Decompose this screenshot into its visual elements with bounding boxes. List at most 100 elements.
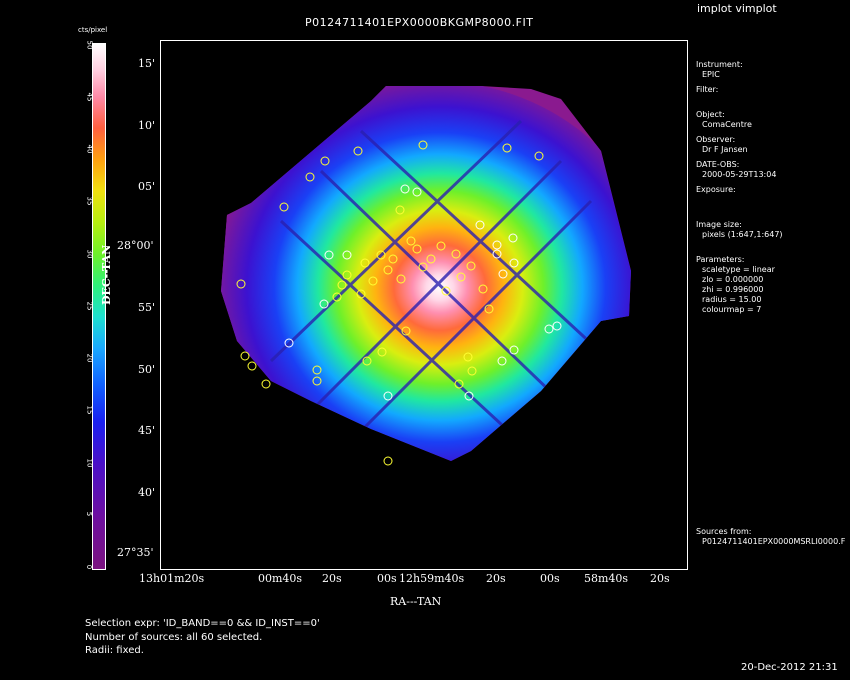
source-circle[interactable] — [368, 276, 378, 286]
filter-label: Filter: — [696, 85, 719, 94]
source-circle[interactable] — [362, 356, 372, 366]
source-circle[interactable] — [475, 220, 485, 230]
source-circle[interactable] — [383, 456, 393, 466]
y-tick: 50' — [138, 363, 156, 376]
sources-value: P0124711401EPX0000MSRLI0000.F — [702, 537, 846, 546]
sources-label: Sources from: — [696, 527, 752, 536]
y-tick: 15' — [138, 57, 156, 70]
source-circle[interactable] — [508, 233, 518, 243]
source-circle[interactable] — [418, 262, 428, 272]
source-circle[interactable] — [312, 365, 322, 375]
source-circle[interactable] — [383, 265, 393, 275]
source-circle[interactable] — [332, 292, 342, 302]
plot-frame[interactable] — [160, 40, 688, 570]
param-scaletype: scaletype = linear — [702, 265, 775, 274]
source-circle[interactable] — [497, 356, 507, 366]
source-circle[interactable] — [552, 321, 562, 331]
instrument-value: EPIC — [702, 70, 720, 79]
instrument-label: Instrument: — [696, 60, 743, 69]
source-circle[interactable] — [305, 172, 315, 182]
source-circle[interactable] — [456, 272, 466, 282]
x-tick: 20s — [322, 572, 342, 585]
source-circle[interactable] — [376, 250, 386, 260]
source-circle[interactable] — [544, 324, 554, 334]
source-circle[interactable] — [388, 254, 398, 264]
source-circle[interactable] — [451, 249, 461, 259]
source-circle[interactable] — [534, 151, 544, 161]
source-circle[interactable] — [236, 279, 246, 289]
y-tick: 10' — [138, 119, 156, 132]
source-circle[interactable] — [279, 202, 289, 212]
colorbar-tick: 30 — [85, 249, 94, 259]
colorbar-tick: 5 — [85, 511, 94, 517]
imagesize-label: Image size: — [696, 220, 742, 229]
source-circle[interactable] — [467, 366, 477, 376]
source-circle[interactable] — [412, 244, 422, 254]
source-circle[interactable] — [284, 338, 294, 348]
source-circle[interactable] — [396, 274, 406, 284]
source-circle[interactable] — [509, 345, 519, 355]
x-tick: 20s — [650, 572, 670, 585]
y-tick: 40' — [138, 486, 156, 499]
source-circle[interactable] — [401, 326, 411, 336]
x-tick: 00s — [540, 572, 560, 585]
x-tick: 12h59m40s — [399, 572, 465, 585]
source-circle[interactable] — [406, 236, 416, 246]
source-circle[interactable] — [342, 250, 352, 260]
source-circle[interactable] — [312, 376, 322, 386]
source-circle[interactable] — [498, 269, 508, 279]
source-circle[interactable] — [492, 240, 502, 250]
source-circle[interactable] — [247, 361, 257, 371]
colorbar-tick: 40 — [85, 144, 94, 154]
source-circle[interactable] — [412, 187, 422, 197]
source-circle[interactable] — [319, 299, 329, 309]
source-circle[interactable] — [463, 352, 473, 362]
object-label: Object: — [696, 110, 725, 119]
source-circle[interactable] — [383, 391, 393, 401]
source-circle[interactable] — [377, 347, 387, 357]
observer-value: Dr F Jansen — [702, 145, 748, 154]
x-tick: 13h01m20s — [139, 572, 205, 585]
plot-title: P0124711401EPX0000BKGMP8000.FIT — [305, 16, 534, 29]
radii-text: Radii: fixed. — [85, 645, 144, 656]
y-axis-label: DEC--TAN — [100, 244, 113, 305]
source-circle[interactable] — [484, 304, 494, 314]
source-circle[interactable] — [418, 140, 428, 150]
x-tick: 20s — [486, 572, 506, 585]
source-circle[interactable] — [400, 184, 410, 194]
source-circle[interactable] — [353, 146, 363, 156]
source-circle[interactable] — [466, 261, 476, 271]
source-circle[interactable] — [478, 284, 488, 294]
source-circle[interactable] — [320, 156, 330, 166]
colorbar — [92, 43, 106, 570]
source-circle[interactable] — [261, 379, 271, 389]
source-circle[interactable] — [356, 289, 366, 299]
source-circle[interactable] — [502, 143, 512, 153]
source-circle[interactable] — [436, 241, 446, 251]
x-axis-label: RA---TAN — [390, 595, 442, 608]
info-panel: Instrument: EPIC Filter: Object: ComaCen… — [696, 60, 846, 315]
source-circle[interactable] — [492, 249, 502, 259]
source-circle[interactable] — [426, 254, 436, 264]
colorbar-unit: cts/pixel — [78, 26, 108, 34]
colorbar-tick: 0 — [85, 564, 94, 570]
xray-image — [221, 86, 631, 466]
source-circle[interactable] — [454, 379, 464, 389]
source-circle[interactable] — [240, 351, 250, 361]
colorbar-tick: 50 — [85, 40, 94, 50]
source-circle[interactable] — [464, 391, 474, 401]
source-circle[interactable] — [441, 286, 451, 296]
param-zlo: zlo = 0.000000 — [702, 275, 764, 284]
source-circle[interactable] — [395, 205, 405, 215]
source-circle[interactable] — [337, 280, 347, 290]
source-circle[interactable] — [342, 270, 352, 280]
source-circle[interactable] — [360, 258, 370, 268]
param-radius: radius = 15.00 — [702, 295, 762, 304]
imagesize-value: pixels (1:647,1:647) — [702, 230, 783, 239]
y-tick: 05' — [138, 180, 156, 193]
date-value: 2000-05-29T13:04 — [702, 170, 777, 179]
source-circle[interactable] — [324, 250, 334, 260]
y-tick: 27°35' — [117, 546, 154, 559]
source-circle[interactable] — [509, 258, 519, 268]
app-title: implot vimplot — [697, 2, 777, 15]
